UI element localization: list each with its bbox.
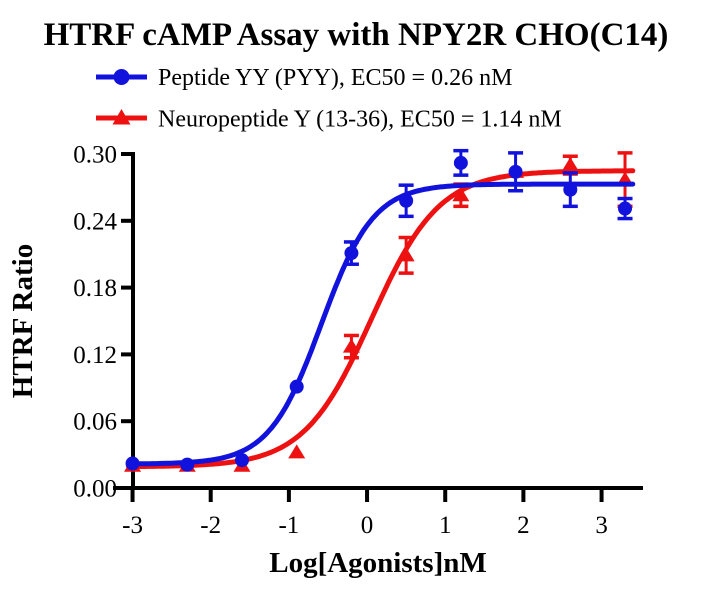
- legend: Peptide YY (PYY), EC50 = 0.26 nM Neurope…: [96, 65, 562, 133]
- legend-label-pyy: Peptide YY (PYY), EC50 = 0.26 nM: [158, 65, 512, 91]
- data-point-circle: [618, 201, 633, 216]
- x-tick-label: 1: [439, 512, 452, 539]
- data-point-circle: [234, 453, 249, 468]
- y-tick-label: 0.18: [73, 275, 117, 302]
- x-tick-label: 3: [595, 512, 608, 539]
- data-point-triangle: [452, 187, 470, 202]
- x-tick-label: -1: [278, 512, 299, 539]
- legend-triangle-marker-icon: [112, 109, 131, 125]
- data-point-circle: [453, 155, 468, 170]
- chart-title: HTRF cAMP Assay with NPY2R CHO(C14): [44, 17, 669, 53]
- y-tick-label: 0.00: [73, 476, 117, 503]
- x-tick-label: -2: [200, 512, 221, 539]
- x-tick-label: 0: [361, 512, 374, 539]
- data-point-triangle: [288, 444, 306, 459]
- data-point-circle: [399, 193, 414, 208]
- y-axis-title: HTRF Ratio: [7, 244, 39, 398]
- series-npy: [124, 151, 636, 472]
- plot-series: [124, 148, 636, 472]
- legend-item-npy: Neuropeptide Y (13-36), EC50 = 1.14 nM: [96, 107, 562, 133]
- legend-label-npy: Neuropeptide Y (13-36), EC50 = 1.14 nM: [158, 107, 562, 133]
- data-point-circle: [180, 457, 195, 472]
- data-point-triangle: [342, 338, 360, 353]
- data-point-circle: [125, 456, 140, 471]
- series-pyy: [125, 148, 636, 472]
- x-tick-label: -3: [122, 512, 143, 539]
- y-tick-label: 0.12: [73, 342, 117, 369]
- y-tick-label: 0.30: [73, 142, 117, 169]
- fit-curve-pyy: [126, 181, 636, 467]
- data-point-circle: [344, 246, 359, 261]
- data-point-triangle: [561, 157, 579, 172]
- x-tick-label: 2: [517, 512, 530, 539]
- fit-curve-npy: [126, 168, 636, 470]
- y-tick-label: 0.24: [73, 208, 117, 235]
- x-axis-title: Log[Agonists]nM: [269, 547, 487, 579]
- data-point-triangle: [397, 247, 415, 262]
- y-tick-label: 0.06: [73, 409, 117, 436]
- legend-item-pyy: Peptide YY (PYY), EC50 = 0.26 nM: [96, 65, 512, 91]
- axes: -3 -2 -1 0 1 2 3 0.00 0.06 0.12 0.18 0.24 0.30: [73, 142, 643, 539]
- data-point-circle: [289, 379, 304, 394]
- data-point-circle: [508, 164, 523, 179]
- data-point-circle: [563, 182, 578, 197]
- legend-circle-marker-icon: [113, 69, 130, 85]
